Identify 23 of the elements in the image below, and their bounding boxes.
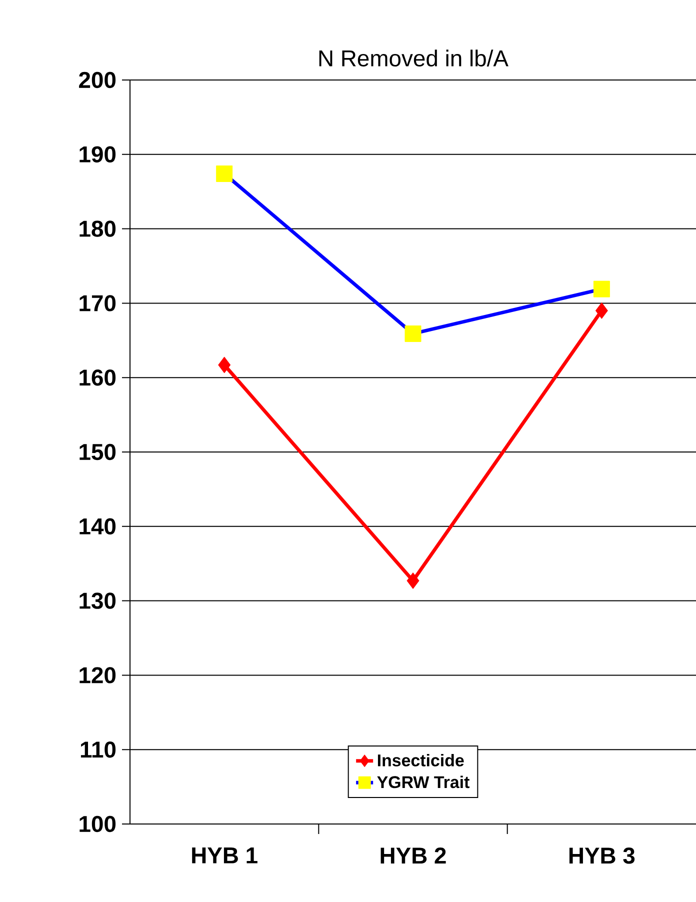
point [216,165,232,182]
x-tick-label: HYB 2 [380,848,446,864]
point [218,356,230,374]
y-tick-label: 110 [80,741,116,758]
y-tick-label: 150 [79,444,116,460]
point [406,572,420,589]
y-tick-label: 180 [79,220,116,237]
x-tick-label: HYB 1 [192,848,258,864]
y-tick-label: 160 [79,369,116,386]
y-tick-label: 100 [79,816,116,832]
y-tick-label: 120 [79,667,116,684]
legend-label: Insecticide [378,754,464,766]
y-tick-label: 200 [78,72,116,88]
y-tick-label: 170 [79,295,116,312]
chart-title: N Removed in lb/A [319,50,508,66]
point [593,280,610,298]
legend-label: YGRW Trait [376,776,470,788]
y-tick-label: 130 [79,592,116,609]
point [595,302,608,319]
point [404,325,422,342]
y-tick-label: 190 [79,146,116,162]
x-tick-label: HYB 3 [569,848,634,864]
y-tick-label: 140 [79,518,116,535]
